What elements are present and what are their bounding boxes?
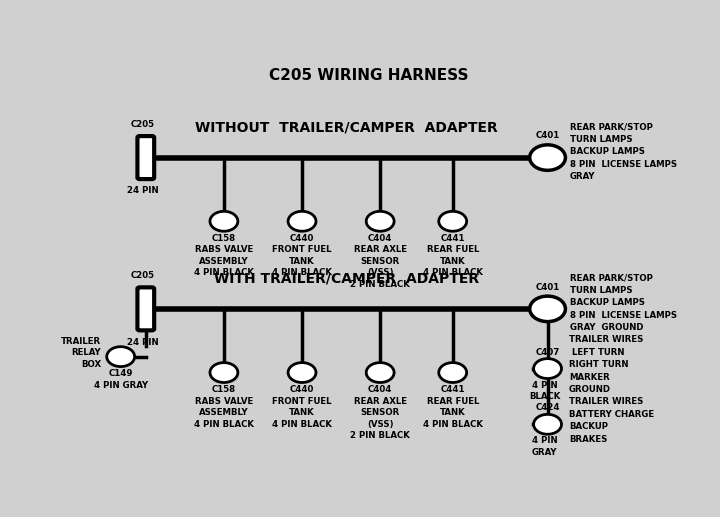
Circle shape <box>366 211 394 231</box>
Circle shape <box>210 362 238 383</box>
Text: WITH TRAILER/CAMPER  ADAPTER: WITH TRAILER/CAMPER ADAPTER <box>214 272 480 286</box>
Circle shape <box>288 362 316 383</box>
Text: REAR PARK/STOP
TURN LAMPS
BACKUP LAMPS
8 PIN  LICENSE LAMPS
GRAY: REAR PARK/STOP TURN LAMPS BACKUP LAMPS 8… <box>570 122 677 181</box>
Text: C424: C424 <box>535 403 560 413</box>
Text: WITHOUT  TRAILER/CAMPER  ADAPTER: WITHOUT TRAILER/CAMPER ADAPTER <box>195 121 498 135</box>
Text: C158
RABS VALVE
ASSEMBLY
4 PIN BLACK: C158 RABS VALVE ASSEMBLY 4 PIN BLACK <box>194 234 254 277</box>
Text: 24 PIN: 24 PIN <box>127 338 159 346</box>
Circle shape <box>366 362 394 383</box>
Text: C401: C401 <box>536 283 559 292</box>
Text: C205 WIRING HARNESS: C205 WIRING HARNESS <box>269 68 469 83</box>
Text: C404
REAR AXLE
SENSOR
(VSS)
2 PIN BLACK: C404 REAR AXLE SENSOR (VSS) 2 PIN BLACK <box>350 234 410 289</box>
Text: TRAILER WIRES
BATTERY CHARGE
BACKUP
BRAKES: TRAILER WIRES BATTERY CHARGE BACKUP BRAK… <box>569 397 654 444</box>
Text: 24 PIN: 24 PIN <box>127 186 159 195</box>
Circle shape <box>438 211 467 231</box>
Text: C441
REAR FUEL
TANK
4 PIN BLACK: C441 REAR FUEL TANK 4 PIN BLACK <box>423 234 482 277</box>
Circle shape <box>530 145 565 170</box>
Text: TRAILER
RELAY
BOX: TRAILER RELAY BOX <box>61 337 101 369</box>
Text: C440
FRONT FUEL
TANK
4 PIN BLACK: C440 FRONT FUEL TANK 4 PIN BLACK <box>272 234 332 277</box>
Text: TRAILER WIRES
 LEFT TURN
RIGHT TURN
MARKER
GROUND: TRAILER WIRES LEFT TURN RIGHT TURN MARKE… <box>569 335 643 394</box>
Text: 4 PIN
BLACK: 4 PIN BLACK <box>529 381 560 401</box>
Text: C149
4 PIN GRAY: C149 4 PIN GRAY <box>94 369 148 390</box>
FancyBboxPatch shape <box>138 136 154 179</box>
Circle shape <box>438 362 467 383</box>
Text: REAR PARK/STOP
TURN LAMPS
BACKUP LAMPS
8 PIN  LICENSE LAMPS
GRAY  GROUND: REAR PARK/STOP TURN LAMPS BACKUP LAMPS 8… <box>570 273 677 332</box>
Circle shape <box>107 347 135 367</box>
Circle shape <box>530 296 565 322</box>
Circle shape <box>534 414 562 434</box>
Text: C205: C205 <box>131 271 155 280</box>
Circle shape <box>210 211 238 231</box>
Text: C158
RABS VALVE
ASSEMBLY
4 PIN BLACK: C158 RABS VALVE ASSEMBLY 4 PIN BLACK <box>194 385 254 429</box>
Text: C407: C407 <box>536 347 559 357</box>
Text: C401: C401 <box>536 131 559 141</box>
Text: C440
FRONT FUEL
TANK
4 PIN BLACK: C440 FRONT FUEL TANK 4 PIN BLACK <box>272 385 332 429</box>
Text: C205: C205 <box>131 120 155 129</box>
FancyBboxPatch shape <box>138 287 154 330</box>
Text: C441
REAR FUEL
TANK
4 PIN BLACK: C441 REAR FUEL TANK 4 PIN BLACK <box>423 385 482 429</box>
Text: C404
REAR AXLE
SENSOR
(VSS)
2 PIN BLACK: C404 REAR AXLE SENSOR (VSS) 2 PIN BLACK <box>350 385 410 440</box>
Circle shape <box>534 359 562 378</box>
Text: 4 PIN
GRAY: 4 PIN GRAY <box>532 436 557 457</box>
Circle shape <box>288 211 316 231</box>
